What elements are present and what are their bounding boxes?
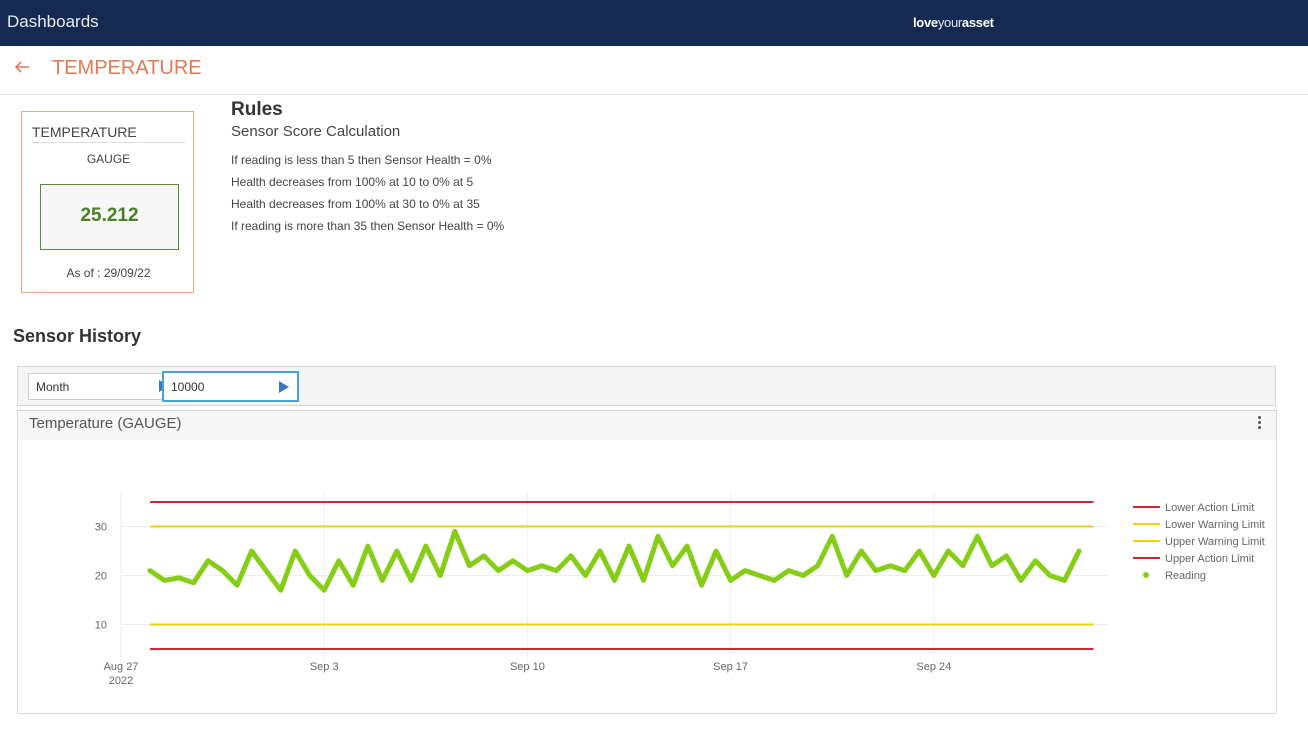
- sensor-card: TEMPERATURE GAUGE 25.212 As of : 29/09/2…: [21, 111, 194, 293]
- legend-swatch: [1143, 572, 1149, 578]
- legend-label: Reading: [1165, 570, 1206, 582]
- rules-panel: Rules Sensor Score Calculation If readin…: [231, 99, 504, 237]
- rule-line: Health decreases from 100% at 30 to 0% a…: [231, 197, 480, 211]
- x-tick-label: Aug 27: [104, 661, 139, 673]
- rule-line: If reading is less than 5 then Sensor He…: [231, 153, 492, 167]
- x-tick-label: Sep 17: [713, 661, 748, 673]
- chart-panel: Temperature (GAUGE) 10 20 30 Aug 27 2022 Sep …: [17, 410, 1277, 714]
- rules-subtitle: Sensor Score Calculation: [231, 123, 401, 140]
- sensor-history-title: Sensor History: [13, 326, 142, 346]
- rule-line: Health decreases from 100% at 10 to 0% a…: [231, 175, 474, 189]
- x-tick-sublabel: 2022: [109, 675, 133, 687]
- brand-part-asset: asset: [961, 15, 994, 30]
- y-tick-label: 30: [95, 522, 107, 534]
- sensor-value: 25.212: [80, 205, 139, 226]
- sensor-name: TEMPERATURE: [32, 124, 185, 143]
- legend-label: Lower Action Limit: [1165, 502, 1254, 514]
- y-tick-label: 10: [95, 620, 107, 632]
- legend-label: Upper Action Limit: [1165, 553, 1254, 565]
- page-title: TEMPERATURE: [52, 57, 202, 79]
- sensor-as-of: As of : 29/09/22: [66, 266, 151, 280]
- brand-part-your: your: [937, 15, 962, 30]
- play-arrow-icon: [279, 381, 289, 393]
- period-select-value: Month: [36, 380, 70, 394]
- app-title[interactable]: Dashboards: [7, 12, 99, 31]
- x-tick-label: Sep 3: [310, 661, 339, 673]
- rule-line: If reading is more than 35 then Sensor H…: [231, 219, 505, 233]
- legend-label: Upper Warning Limit: [1165, 536, 1265, 548]
- top-navigation-bar: Dashboards loveyourasset: [0, 0, 1308, 46]
- brand-logo: loveyourasset: [913, 15, 994, 30]
- period-select[interactable]: Month: [28, 373, 178, 400]
- y-tick-label: 20: [95, 571, 107, 583]
- sensor-type: GAUGE: [86, 152, 131, 166]
- sensor-value-box: 25.212: [40, 184, 179, 250]
- arrow-left-icon[interactable]: [13, 58, 31, 82]
- sensor-history-chart: 10 20 30 Aug 27 2022 Sep 3 Sep 10 Sep 17 Sep 24 L…: [95, 491, 1265, 687]
- chart-title: Temperature (GAUGE): [29, 415, 182, 432]
- reading-series-line: [147, 528, 1082, 593]
- count-select[interactable]: 10000: [162, 371, 299, 402]
- chart-header: Temperature (GAUGE): [18, 411, 1276, 440]
- brand-part-love: love: [913, 15, 938, 30]
- rules-title: Rules: [231, 99, 283, 120]
- page-header: TEMPERATURE: [0, 46, 1308, 95]
- count-select-value: 10000: [171, 380, 205, 394]
- history-filter-bar: Month 10000: [17, 366, 1276, 406]
- kebab-menu-icon[interactable]: [1256, 416, 1262, 434]
- x-tick-label: Sep 24: [916, 661, 951, 673]
- legend-label: Lower Warning Limit: [1165, 519, 1265, 531]
- x-tick-label: Sep 10: [510, 661, 545, 673]
